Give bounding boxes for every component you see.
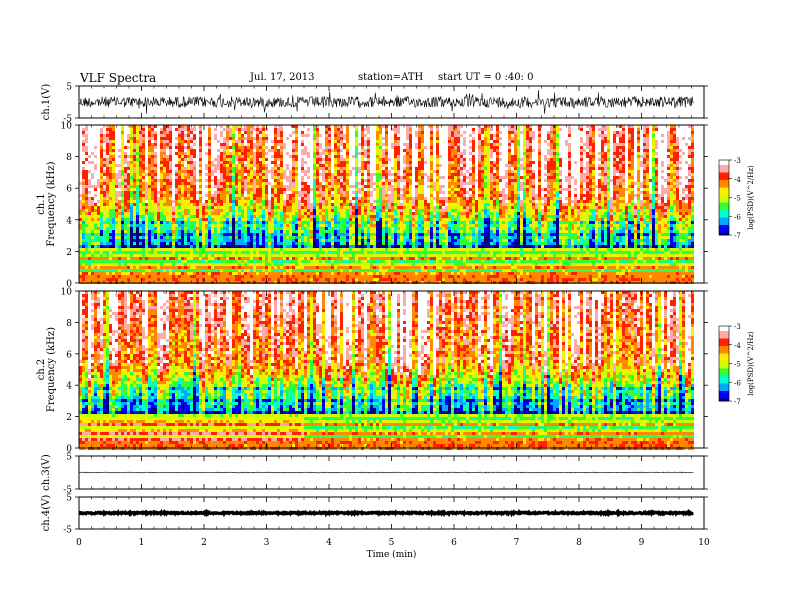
x-tick-label: 0: [76, 538, 82, 548]
colorbar-1-tick-label: -6: [734, 213, 741, 221]
colorbar-2-tick-label: -5: [734, 361, 741, 369]
panel-4-ytick-label: 5: [66, 494, 72, 504]
x-tick-label: 5: [389, 538, 395, 548]
colorbar-2: -3 -4 -5 -6 -7 log(PSD)(V^2/Hz): [719, 323, 755, 406]
panel-1-spectrogram: [79, 125, 694, 284]
colorbar-2-label: log(PSD)(V^2/Hz): [747, 331, 755, 396]
panel-1-ytick-label: 4: [66, 216, 72, 226]
x-tick-label: 2: [201, 538, 207, 548]
x-tick-label: 8: [576, 538, 582, 548]
colorbar-1-tick-label: -7: [734, 232, 741, 240]
x-tick-label: 10: [698, 538, 710, 548]
panel-1-ytick-label: 8: [66, 153, 72, 163]
panel-2-ytick-label: 10: [61, 288, 73, 298]
panel-2-ylabel: Frequency (kHz): [46, 327, 57, 412]
panel-1-ytick-label: 2: [66, 248, 72, 258]
colorbar-1-tick-label: -4: [734, 176, 741, 184]
x-tick-label: 6: [451, 538, 457, 548]
panel-4-signal: [79, 512, 693, 513]
colorbar-2-tick-label: -4: [734, 342, 741, 350]
x-tick-label: 1: [139, 538, 145, 548]
panel-2-ytick-label: 4: [66, 382, 72, 392]
panel-0-ytick-label: 5: [66, 83, 72, 93]
x-tick-label: 7: [514, 538, 520, 548]
panel-1-ytick-label: 6: [66, 185, 72, 195]
colorbar-2-tick-label: -6: [734, 379, 741, 387]
colorbar-1: -3 -4 -5 -6 -7 log(PSD)(V^2/Hz): [719, 157, 755, 240]
panel-4-ylabel: ch.4(V): [41, 495, 52, 532]
panel-0-signal: [79, 90, 693, 114]
panel-3-ytick-label: 5: [66, 453, 72, 463]
panel-0-ylabel: ch.1(V): [41, 84, 52, 121]
colorbar-2-tick-label: -3: [734, 323, 741, 331]
panel-1-ylabel: Frequency (kHz): [46, 161, 57, 246]
panel-2-ytick-label: 6: [66, 350, 72, 360]
colorbar-1-label: log(PSD)(V^2/Hz): [747, 165, 755, 230]
panel-2-ytick-label: 2: [66, 413, 72, 423]
panel-1-ytick-label: 10: [61, 122, 73, 132]
x-tick-label: 4: [326, 538, 332, 548]
panel-4-ytick-label: -5: [63, 526, 72, 536]
x-tick-label: 3: [264, 538, 270, 548]
colorbar-2-tick-label: -7: [734, 398, 741, 406]
x-tick-label: 9: [639, 538, 645, 548]
panel-2-spectrogram: [79, 291, 694, 450]
colorbars: -3 -4 -5 -6 -7 log(PSD)(V^2/Hz) -3 -4 -5 -6 -7 log(…: [719, 157, 755, 406]
panel-3-signal: [79, 472, 693, 473]
colorbar-1-tick-label: -5: [734, 195, 741, 203]
colorbar-1-tick-label: -3: [734, 157, 741, 165]
panel-3-ylabel: ch.3(V): [41, 454, 52, 491]
x-axis-label: Time (min): [367, 549, 417, 560]
panel-2-ytick-label: 8: [66, 319, 72, 329]
